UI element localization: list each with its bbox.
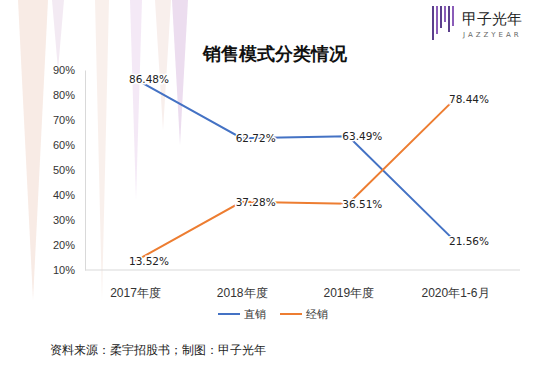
chart: 甲子光年 JAZZYEAR 销售模式分类情况 10% 20% 30% 40% 50% 60% 70…: [0, 0, 550, 378]
logo-bar: [440, 6, 442, 28]
decor-spike: [52, 0, 64, 70]
logo-bar: [452, 6, 454, 26]
decor-spike: [95, 0, 109, 300]
plot-area: [135, 79, 455, 261]
x-tick: 2017年度: [110, 270, 161, 300]
y-tick: 90%: [53, 64, 85, 76]
y-tick-label: 50%: [53, 164, 75, 176]
y-tick-label: 90%: [53, 64, 75, 76]
y-axis: 10% 20% 30% 40% 50% 60% 70% 80% 90%: [53, 64, 86, 276]
legend: 直销 经销: [218, 308, 328, 321]
data-label: 62.72%: [236, 132, 276, 144]
x-tick-label: 2019年度: [323, 286, 374, 300]
y-tick: 40%: [53, 189, 85, 201]
source-note: 资料来源：柔宇招股书；制图：甲子光年: [50, 343, 266, 357]
y-tick-label: 40%: [53, 189, 75, 201]
logo-bar: [444, 6, 446, 22]
data-label: 86.48%: [129, 73, 169, 85]
x-tick: 2019年度: [323, 270, 374, 300]
logo-bar: [448, 6, 450, 32]
y-axis-line: [85, 71, 86, 271]
legend-label: 经销: [306, 308, 328, 321]
decor-spike: [18, 0, 48, 300]
x-axis-line: [85, 270, 520, 271]
y-tick: 20%: [53, 239, 85, 251]
series-line: [135, 79, 455, 241]
y-tick: 60%: [53, 139, 85, 151]
y-tick-label: 20%: [53, 239, 75, 251]
decor-spike: [172, 0, 188, 145]
decor-spike: [155, 0, 171, 130]
data-label: 36.51%: [342, 198, 382, 210]
x-tick-label: 2020年1-6月: [421, 286, 489, 300]
series-line: [135, 99, 455, 261]
data-label: 21.56%: [449, 235, 489, 247]
logo-bar: [436, 6, 438, 34]
x-tick: 2020年1-6月: [421, 270, 489, 300]
decor-spike: [130, 0, 142, 200]
decoration: [18, 0, 188, 300]
x-tick-label: 2018年度: [217, 286, 268, 300]
y-tick: 50%: [53, 164, 85, 176]
title: 销售模式分类情况: [202, 43, 348, 64]
y-tick: 10%: [53, 264, 85, 276]
y-tick-label: 10%: [53, 264, 75, 276]
legend-entry: 直销: [218, 308, 266, 321]
data-labels: 86.48% 62.72% 63.49% 21.56% 13.52% 37.28% 36.5…: [129, 73, 489, 267]
y-tick-label: 60%: [53, 139, 75, 151]
y-tick: 30%: [53, 214, 85, 226]
y-tick: 80%: [53, 89, 85, 101]
legend-label: 直销: [244, 308, 266, 321]
y-tick-label: 30%: [53, 214, 75, 226]
data-label: 37.28%: [236, 196, 276, 208]
x-tick: 2018年度: [217, 270, 268, 300]
data-label: 63.49%: [342, 130, 382, 142]
y-tick-label: 70%: [53, 114, 75, 126]
y-tick: 70%: [53, 114, 85, 126]
legend-entry: 经销: [280, 308, 328, 321]
y-tick-label: 80%: [53, 89, 75, 101]
logo: 甲子光年 JAZZYEAR: [432, 6, 522, 40]
x-tick-label: 2017年度: [110, 286, 161, 300]
legend-swatch: [218, 313, 240, 315]
legend-swatch: [280, 313, 302, 315]
logo-subtext: JAZZYEAR: [462, 31, 522, 39]
x-axis: 2017年度 2018年度 2019年度 2020年1-6月: [85, 270, 520, 300]
data-label: 13.52%: [129, 255, 169, 267]
logo-text: 甲子光年: [462, 10, 522, 28]
data-label: 78.44%: [449, 93, 489, 105]
logo-bar: [432, 6, 434, 40]
